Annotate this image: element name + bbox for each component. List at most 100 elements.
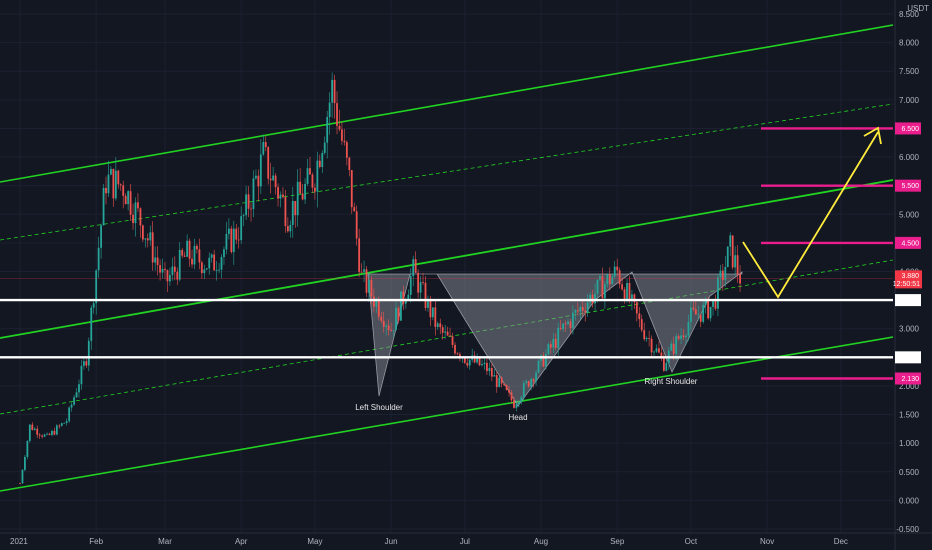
- candle-body: [495, 375, 498, 388]
- candle-body: [503, 383, 506, 386]
- candle-body: [510, 392, 513, 401]
- channel-middle-line: [0, 179, 894, 339]
- x-tick-label: Aug: [534, 537, 548, 546]
- candle-body: [28, 424, 31, 441]
- candle-body: [200, 262, 203, 274]
- candle-body: [166, 270, 169, 282]
- candle-body: [468, 359, 471, 366]
- candle-body: [702, 304, 705, 322]
- candle-body: [513, 400, 515, 408]
- candle-body: [645, 337, 648, 340]
- candle-body: [515, 403, 518, 408]
- candle-body: [68, 407, 71, 422]
- candle-body: [289, 224, 292, 232]
- candle-body: [419, 282, 422, 293]
- candle-body: [309, 168, 311, 175]
- candle-body: [321, 152, 324, 167]
- candle-body: [375, 300, 378, 307]
- candle-body: [699, 314, 702, 322]
- candle-body: [606, 274, 609, 285]
- candle-body: [220, 257, 223, 270]
- candle-body: [417, 272, 420, 293]
- candle-body: [311, 174, 314, 188]
- candle-body: [643, 330, 646, 340]
- candle-body: [658, 348, 660, 353]
- candle-body: [586, 302, 589, 313]
- y-tick-label: 5.000: [899, 210, 920, 219]
- candle-body: [102, 187, 105, 226]
- countdown-text: 12:50:51: [893, 281, 920, 288]
- candle-body: [576, 310, 579, 312]
- candle-body: [345, 142, 348, 158]
- candle-body: [205, 268, 208, 270]
- candle-body: [326, 116, 329, 143]
- candle-body: [51, 430, 53, 435]
- candle-body: [230, 228, 233, 253]
- candle-body: [431, 307, 434, 318]
- candle-body: [621, 284, 623, 290]
- candle-body: [19, 483, 21, 485]
- candle-body: [232, 228, 235, 253]
- candle-body: [395, 307, 397, 331]
- candle-body: [26, 440, 29, 457]
- candle-body: [427, 298, 429, 308]
- x-tick-label: Sep: [610, 537, 625, 546]
- candle-body: [407, 294, 410, 301]
- candle-body: [584, 310, 587, 313]
- candle-body: [85, 361, 88, 366]
- candle-body: [97, 247, 100, 271]
- candle-body: [171, 266, 174, 276]
- candle-body: [530, 379, 533, 387]
- candle-body: [75, 392, 78, 398]
- candle-body: [532, 379, 535, 382]
- candle-body: [660, 352, 663, 357]
- candle-body: [191, 258, 193, 265]
- candle-body: [404, 300, 407, 304]
- candle-body: [203, 269, 206, 274]
- candle-body: [562, 323, 565, 329]
- candle-body: [640, 319, 643, 331]
- target-tag-bg: [895, 236, 921, 249]
- candle-body: [336, 103, 338, 126]
- y-tick-label: 7.000: [899, 96, 920, 105]
- channel-bottom-line: [0, 336, 894, 492]
- candle-body: [409, 276, 412, 295]
- candle-body: [255, 175, 257, 179]
- candle-body: [208, 257, 211, 269]
- x-tick-label: Dec: [834, 537, 848, 546]
- candle-body: [724, 267, 727, 280]
- candle-body: [535, 372, 537, 382]
- candle-body: [331, 79, 334, 103]
- candle-body: [454, 344, 456, 354]
- head-label: Head: [508, 413, 527, 422]
- candle-body: [144, 238, 147, 240]
- candle-body: [429, 298, 432, 318]
- candle-body: [594, 293, 596, 304]
- candle-body: [382, 320, 385, 327]
- candle-body: [240, 216, 243, 241]
- time-axis[interactable]: 2021 Feb Mar Apr May Jun Jul Aug Sep Oct Nov Dec: [0, 532, 932, 546]
- candle-body: [709, 306, 712, 319]
- y-tick-label: 2.000: [899, 382, 920, 391]
- candle-body: [368, 279, 370, 293]
- candle-body: [291, 200, 294, 225]
- candle-body: [250, 208, 252, 210]
- candle-body: [712, 301, 714, 307]
- candle-body: [110, 168, 112, 175]
- candle-body: [122, 185, 125, 196]
- candle-body: [549, 344, 552, 348]
- level-tag-text: 3.500: [901, 298, 919, 305]
- candle-body: [655, 348, 658, 352]
- candle-body: [82, 361, 85, 366]
- right-shoulder-label: Right Shoulder: [645, 377, 698, 386]
- candle-body: [508, 389, 510, 393]
- y-tick-label: 8.500: [899, 10, 920, 19]
- y-tick-label: 3.000: [899, 325, 920, 334]
- candle-body: [559, 327, 562, 329]
- candle-body: [274, 175, 277, 188]
- candle-body: [557, 327, 560, 348]
- candle-body: [90, 307, 93, 341]
- projection-arrowhead: [863, 126, 882, 145]
- x-tick-label: May: [307, 537, 322, 546]
